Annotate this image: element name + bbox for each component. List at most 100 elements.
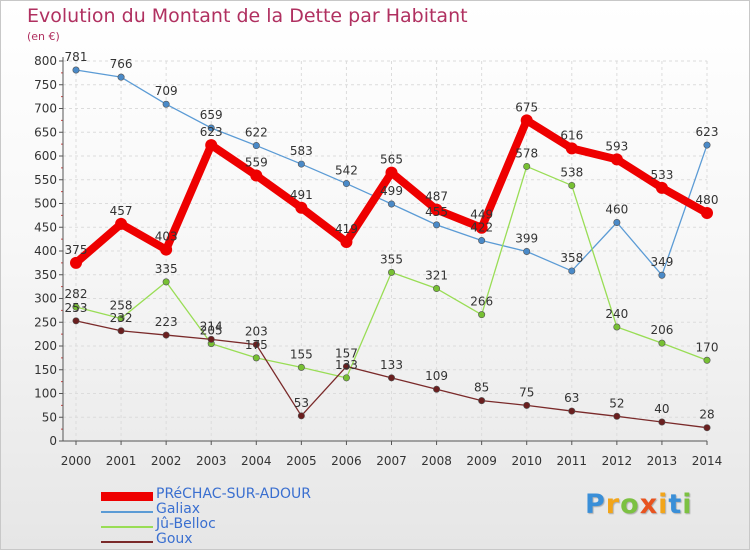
data-label-j-belloc: 355: [380, 252, 403, 266]
series-lines: [70, 66, 713, 432]
data-point-goux: [478, 397, 486, 405]
x-tick-label: 2004: [241, 454, 272, 468]
y-tick-label: 450: [34, 220, 57, 234]
data-point-goux: [297, 412, 305, 420]
data-label-goux: 53: [294, 396, 309, 410]
data-point-pr-chac-sur-adour: [250, 169, 263, 182]
data-label-goux: 157: [335, 346, 358, 360]
data-point-goux: [658, 418, 666, 426]
data-label-goux: 232: [110, 311, 133, 325]
y-tick-label: 250: [34, 315, 57, 329]
y-tick-label: 200: [34, 339, 57, 353]
data-label-galiax: 622: [245, 126, 268, 140]
x-tick-label: 2009: [466, 454, 497, 468]
chart-subtitle: (en €): [27, 30, 60, 43]
data-point-j-belloc: [342, 374, 350, 382]
data-point-goux: [252, 341, 260, 349]
data-label-j-belloc: 170: [696, 340, 719, 354]
logo-letter: x: [639, 489, 659, 520]
legend-label: Jû-Belloc: [156, 516, 216, 532]
logo-letter: o: [620, 489, 640, 520]
data-label-pr-chac-sur-adour: 491: [290, 188, 313, 202]
data-label-galiax: 542: [335, 164, 358, 178]
data-point-j-belloc: [252, 354, 260, 362]
data-label-goux: 40: [654, 402, 669, 416]
legend-swatch: [101, 526, 153, 528]
data-label-goux: 28: [699, 408, 714, 422]
data-label-goux: 253: [65, 301, 88, 315]
data-point-j-belloc: [433, 285, 441, 293]
data-label-galiax: 399: [515, 231, 538, 245]
y-tick-label: 750: [34, 78, 57, 92]
legend-swatch: [101, 492, 153, 501]
data-label-goux: 52: [609, 396, 624, 410]
legend-swatch: [101, 541, 153, 543]
data-point-pr-chac-sur-adour: [610, 153, 623, 166]
y-tick-label: 0: [49, 434, 57, 448]
data-point-goux: [162, 331, 170, 339]
data-point-galiax: [523, 247, 531, 255]
data-label-pr-chac-sur-adour: 487: [425, 190, 448, 204]
data-label-goux: 109: [425, 369, 448, 383]
x-tick-label: 2003: [196, 454, 227, 468]
data-label-galiax: 781: [65, 50, 88, 64]
data-label-j-belloc: 206: [650, 323, 673, 337]
y-tick-label: 100: [34, 387, 57, 401]
data-point-j-belloc: [658, 339, 666, 347]
data-label-goux: 223: [155, 315, 178, 329]
data-label-galiax: 659: [200, 108, 223, 122]
data-point-galiax: [387, 200, 395, 208]
legend-label: Goux: [156, 531, 193, 547]
data-point-j-belloc: [568, 181, 576, 189]
data-label-goux: 133: [380, 358, 403, 372]
data-label-goux: 85: [474, 381, 489, 395]
data-label-galiax: 766: [110, 57, 133, 71]
data-point-galiax: [297, 160, 305, 168]
data-point-j-belloc: [72, 303, 80, 311]
proxiti-logo: Proxiti: [585, 489, 693, 520]
data-point-pr-chac-sur-adour: [115, 217, 128, 230]
data-point-j-belloc: [162, 278, 170, 286]
data-label-j-belloc: 321: [425, 269, 448, 283]
y-tick-label: 300: [34, 292, 57, 306]
data-point-j-belloc: [387, 268, 395, 276]
data-point-pr-chac-sur-adour: [340, 235, 353, 248]
x-tick-label: 2012: [602, 454, 633, 468]
logo-letter: i: [682, 489, 693, 520]
x-tick-label: 2013: [647, 454, 678, 468]
data-label-goux: 75: [519, 385, 534, 399]
y-tick-label: 800: [34, 54, 57, 68]
data-point-j-belloc: [478, 311, 486, 319]
data-label-pr-chac-sur-adour: 375: [65, 243, 88, 257]
data-label-goux: 63: [564, 391, 579, 405]
data-point-goux: [523, 401, 531, 409]
data-label-j-belloc: 205: [200, 324, 223, 338]
data-label-goux: 214: [200, 319, 223, 333]
data-label-galiax: 358: [560, 251, 583, 265]
data-point-pr-chac-sur-adour: [70, 256, 82, 269]
y-tick-label: 650: [34, 125, 57, 139]
data-point-goux: [703, 424, 711, 432]
legend-label: PRéCHAC-SUR-ADOUR: [156, 486, 312, 502]
data-label-pr-chac-sur-adour: 480: [696, 193, 719, 207]
data-point-pr-chac-sur-adour: [385, 166, 398, 179]
x-tick-label: 2008: [421, 454, 452, 468]
data-label-pr-chac-sur-adour: 675: [515, 100, 538, 114]
data-label-pr-chac-sur-adour: 533: [650, 168, 673, 182]
data-label-galiax: 623: [696, 125, 719, 139]
data-point-goux: [568, 407, 576, 415]
data-point-galiax: [478, 237, 486, 245]
data-label-j-belloc: 258: [110, 298, 133, 312]
data-label-j-belloc: 266: [470, 295, 493, 309]
data-point-goux: [342, 362, 350, 370]
data-label-galiax: 499: [380, 184, 403, 198]
data-point-galiax: [613, 219, 621, 227]
data-label-j-belloc: 282: [65, 287, 88, 301]
data-point-pr-chac-sur-adour: [701, 207, 713, 219]
axes: 0 50 100 150 200 250 300 350 400 450 500 550 600 650 7…: [34, 54, 722, 468]
data-point-pr-chac-sur-adour: [520, 114, 533, 127]
logo-letter: t: [668, 489, 683, 520]
data-point-galiax: [342, 180, 350, 188]
data-label-galiax: 709: [155, 84, 178, 98]
